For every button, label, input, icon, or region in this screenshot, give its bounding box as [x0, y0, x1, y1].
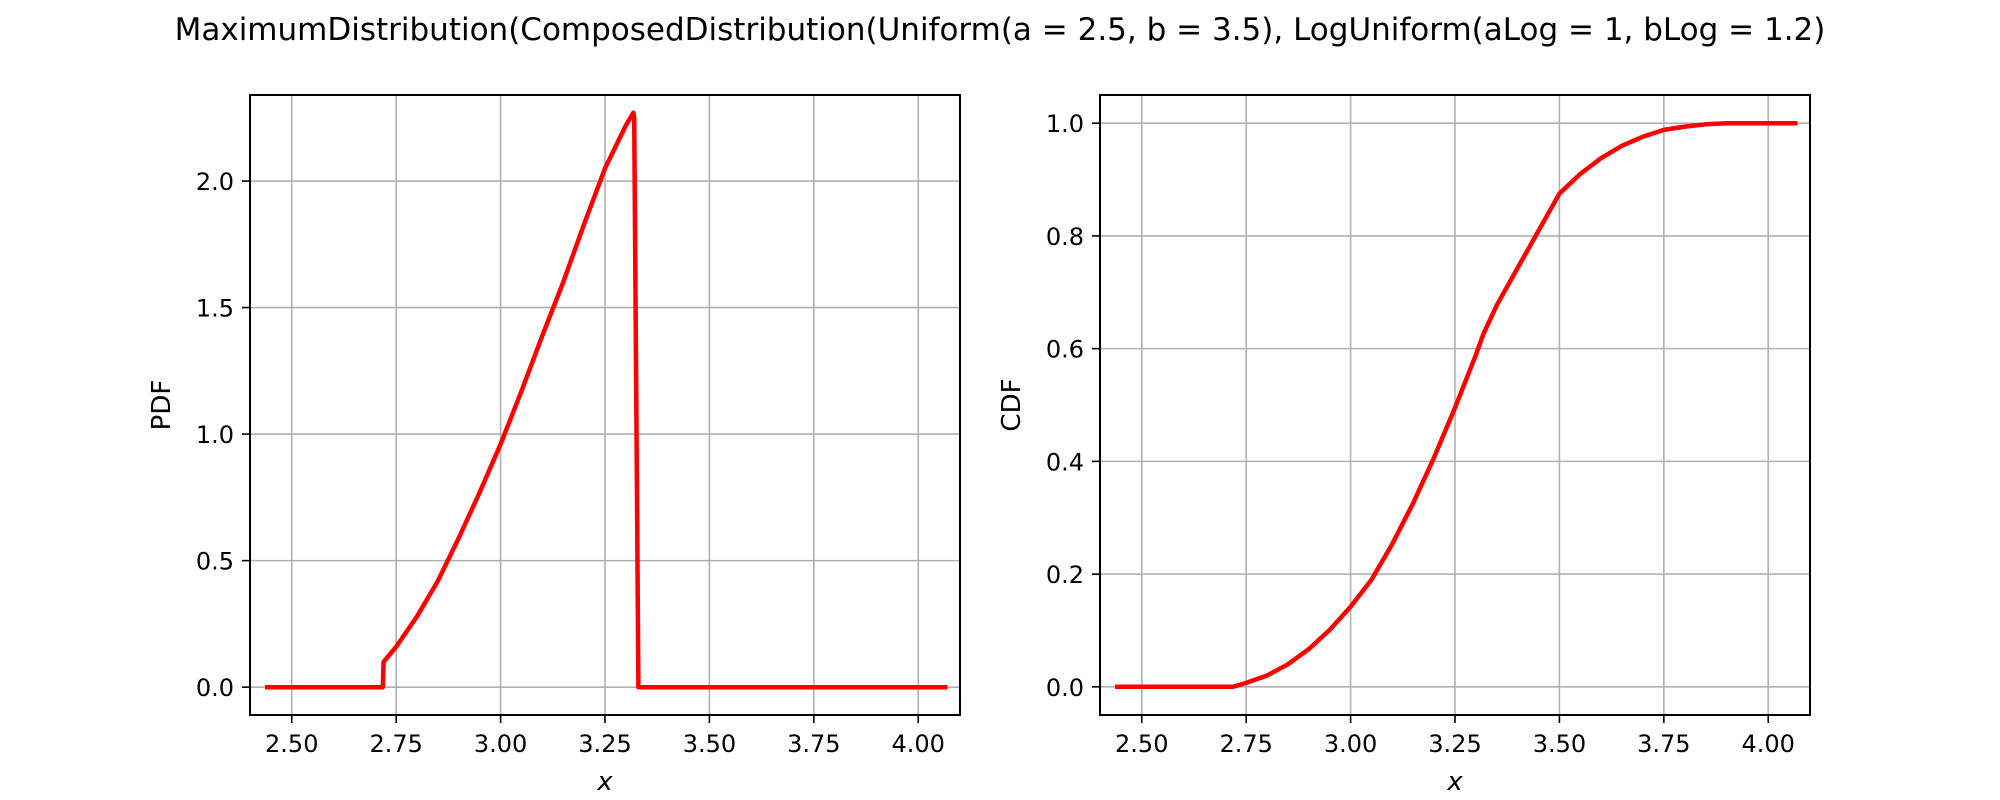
pdf-ylabel: PDF: [147, 380, 177, 431]
pdf-xtick-label-5: 3.75: [787, 730, 840, 758]
cdf-xtick-label-5: 3.75: [1637, 730, 1690, 758]
cdf-ytick-label-2: 0.4: [1046, 448, 1084, 476]
pdf-ytick-label-3: 1.5: [196, 295, 234, 323]
cdf-ytick-label-3: 0.6: [1046, 336, 1084, 364]
pdf-ytick-label-0: 0.0: [196, 674, 234, 702]
pdf-xtick-label-6: 4.00: [892, 730, 945, 758]
pdf-ytick-label-4: 2.0: [196, 168, 234, 196]
cdf-xlabel: x: [1446, 767, 1463, 797]
cdf-ytick-label-5: 1.0: [1046, 110, 1084, 138]
cdf-xtick-label-6: 4.00: [1742, 730, 1795, 758]
pdf-xtick-label-3: 3.25: [578, 730, 631, 758]
pdf-xlabel: x: [596, 767, 613, 797]
cdf-series-line-0: [1115, 120, 1798, 690]
cdf-ytick-label-1: 0.2: [1046, 561, 1084, 589]
pdf-ytick-label-2: 1.0: [196, 421, 234, 449]
cdf-xtick-label-0: 2.50: [1115, 730, 1168, 758]
pdf-xtick-label-1: 2.75: [369, 730, 422, 758]
pdf-series-line-0: [265, 110, 948, 690]
cdf-panel: 2.50 2.75 3.00 3.25 3.50 3.75 4.00 0.0 0.2 0.4 0.6…: [997, 94, 1811, 797]
pdf-xtick-label-2: 3.00: [474, 730, 527, 758]
cdf-xtick-label-4: 3.50: [1533, 730, 1586, 758]
figure-title: MaximumDistribution(ComposedDistribution…: [175, 12, 1826, 48]
cdf-xtick-label-2: 3.00: [1324, 730, 1377, 758]
pdf-ytick-label-1: 0.5: [196, 548, 234, 576]
cdf-xtick-label-1: 2.75: [1219, 730, 1272, 758]
pdf-panel: 2.50 2.75 3.00 3.25 3.50 3.75 4.00 0.0 0.5 1.0 1.5…: [147, 94, 961, 797]
cdf-xtick-label-3: 3.25: [1428, 730, 1481, 758]
pdf-xtick-label-0: 2.50: [265, 730, 318, 758]
cdf-ylabel: CDF: [997, 378, 1027, 431]
cdf-ytick-label-0: 0.0: [1046, 674, 1084, 702]
pdf-xtick-label-4: 3.50: [683, 730, 736, 758]
cdf-ytick-label-4: 0.8: [1046, 223, 1084, 251]
